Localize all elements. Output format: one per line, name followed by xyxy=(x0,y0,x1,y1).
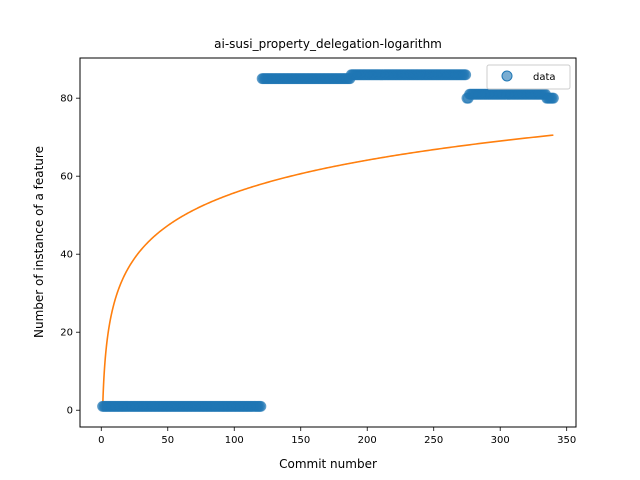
data-point xyxy=(255,400,267,412)
data-points xyxy=(97,69,559,412)
x-tick-label: 250 xyxy=(424,435,443,446)
x-tick-label: 50 xyxy=(161,435,174,446)
y-axis-label: Number of instance of a feature xyxy=(32,146,46,338)
x-tick-label: 0 xyxy=(98,435,104,446)
y-tick-label: 80 xyxy=(60,94,73,105)
y-tick-label: 20 xyxy=(60,328,73,339)
y-tick-label: 40 xyxy=(60,250,73,261)
x-axis: 0 50 100 150 200 250 300 350 xyxy=(98,427,576,446)
data-point xyxy=(547,92,559,104)
y-tick-label: 60 xyxy=(60,172,73,183)
legend-label-data: data xyxy=(533,72,556,83)
x-tick-label: 300 xyxy=(491,435,510,446)
x-axis-label: Commit number xyxy=(279,457,377,471)
y-axis: 0 20 40 60 80 xyxy=(60,94,80,417)
x-tick-label: 100 xyxy=(225,435,244,446)
legend-marker-data xyxy=(501,70,513,82)
x-tick-label: 350 xyxy=(557,435,576,446)
y-tick-label: 0 xyxy=(67,406,73,417)
fit-curve xyxy=(101,134,554,411)
legend-box xyxy=(486,64,571,90)
fit-line xyxy=(101,134,554,411)
chart-title: ai-susi_property_delegation-logarithm xyxy=(214,37,442,51)
x-tick-label: 150 xyxy=(291,435,310,446)
axes-frame xyxy=(79,57,577,428)
legend: data xyxy=(486,64,571,90)
x-tick-label: 200 xyxy=(358,435,377,446)
data-point xyxy=(460,69,472,81)
